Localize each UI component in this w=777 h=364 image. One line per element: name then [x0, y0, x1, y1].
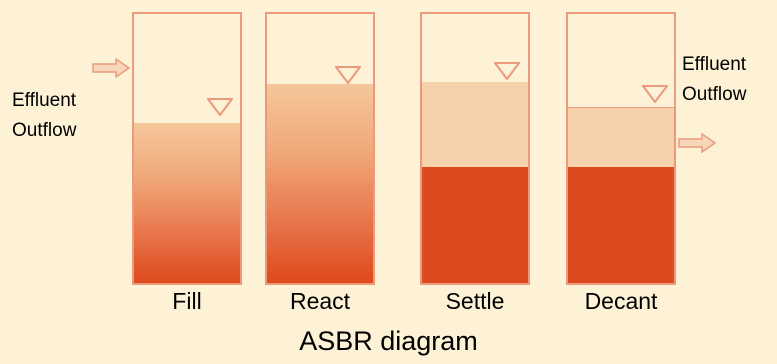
- mixed-liquor: [134, 123, 240, 283]
- water-level-icon: [642, 85, 668, 103]
- inflow-arrow-icon: [92, 58, 130, 78]
- sludge-layer: [422, 167, 528, 283]
- outflow-label-line1: Effluent: [682, 54, 747, 75]
- phase-label-fill: Fill: [172, 288, 202, 314]
- inflow-label-line1: Effluent: [12, 90, 77, 111]
- supernatant-layer: [568, 108, 674, 168]
- water-level-icon: [335, 66, 361, 84]
- tank-decant-phase: [566, 12, 676, 285]
- water-level-icon: [494, 62, 520, 80]
- sludge-layer: [568, 167, 674, 283]
- outflow-arrow-icon: [678, 133, 716, 153]
- tank-fill-phase: [132, 12, 242, 285]
- outflow-label-line2: Outflow: [682, 84, 747, 105]
- tank-react-phase: [265, 12, 375, 285]
- outflow-label: Effluent Outflow: [682, 50, 746, 110]
- inflow-label: Effluent Outflow: [12, 86, 76, 146]
- phase-label-settle: Settle: [445, 288, 505, 314]
- mixed-liquor: [267, 84, 373, 283]
- phase-label-decant: Decant: [584, 288, 658, 314]
- supernatant-layer: [422, 82, 528, 168]
- water-level-icon: [207, 98, 233, 116]
- inflow-label-line2: Outflow: [12, 120, 77, 141]
- tank-settle-phase: [420, 12, 530, 285]
- phase-label-react: React: [289, 288, 351, 314]
- decant-level-line: [568, 107, 674, 108]
- diagram-caption: ASBR diagram: [299, 326, 478, 356]
